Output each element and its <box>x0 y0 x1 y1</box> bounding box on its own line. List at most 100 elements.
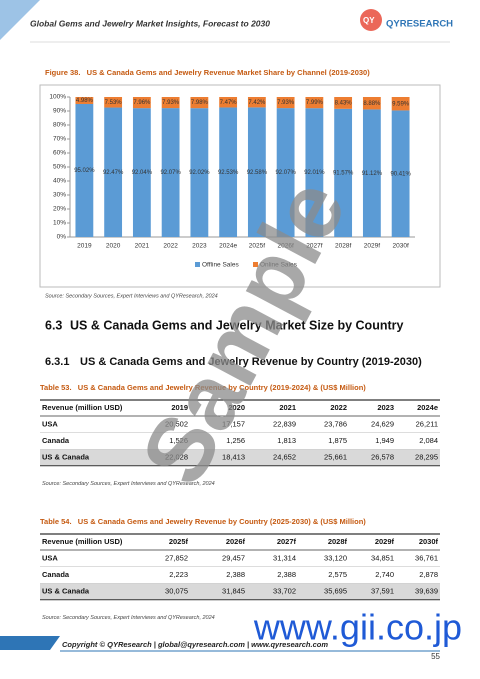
table-cell: 18,413 <box>222 452 245 461</box>
column-header: 2029f <box>375 537 395 546</box>
y-tick-label: 40% <box>53 178 66 185</box>
data-label: 7.98% <box>191 100 209 106</box>
x-tick-label: 2023 <box>192 243 207 250</box>
section-number: 6.3 <box>45 318 62 332</box>
table-cell: 2,575 <box>328 570 347 579</box>
footer-decoration <box>0 636 60 650</box>
page-number: 55 <box>431 652 440 661</box>
data-label: 8.88% <box>363 101 381 107</box>
bar-segment <box>161 97 180 109</box>
table-caption: Table 54. US & Canada Gems and Jewelry R… <box>40 517 366 526</box>
bar-segment <box>276 108 295 238</box>
x-tick-label: 2024e <box>219 243 237 250</box>
row-label: US & Canada <box>42 452 90 461</box>
logo-mark: QY <box>363 16 375 25</box>
figure-caption: Figure 38. US & Canada Gems and Jewelry … <box>45 68 370 77</box>
x-tick-label: 2019 <box>77 243 92 250</box>
column-header: 2019 <box>171 403 188 412</box>
bar-segment <box>219 107 238 237</box>
x-tick-label: 2021 <box>135 243 150 250</box>
table-cell: 17,157 <box>222 419 245 428</box>
header-decoration <box>0 0 40 40</box>
subsection-number: 6.3.1 <box>45 356 69 368</box>
row-label: Canada <box>42 436 70 445</box>
row-label: USA <box>42 419 58 428</box>
logo-icon <box>360 9 382 31</box>
header-title: Global Gems and Jewelry Market Insights,… <box>30 18 270 28</box>
logo: QYRESEARCH <box>386 19 453 30</box>
footer-copyright: Copyright © QYResearch | global@qyresear… <box>62 640 328 649</box>
x-tick-label: 2028f <box>335 243 351 250</box>
table-cell: 26,211 <box>416 419 438 428</box>
y-tick-label: 0% <box>57 234 67 241</box>
chart-frame <box>39 84 441 288</box>
table-cell: 31,314 <box>273 553 296 562</box>
column-header: 2025f <box>169 537 189 546</box>
data-label: 90.41% <box>390 171 411 177</box>
table-cell: 35,695 <box>324 586 347 595</box>
table-cell: 25,661 <box>324 452 347 461</box>
y-tick-label: 60% <box>53 150 66 157</box>
total-row-bg <box>40 583 440 600</box>
bar-segment <box>362 97 381 110</box>
column-header: 2020 <box>228 403 245 412</box>
legend-label: Online Sales <box>260 262 298 269</box>
data-label: 7.93% <box>162 100 180 106</box>
table-cell: 30,075 <box>165 586 188 595</box>
table-cell: 37,591 <box>371 586 394 595</box>
table-cell: 1,526 <box>169 436 188 445</box>
y-tick-label: 90% <box>53 108 66 115</box>
x-tick-label: 2020 <box>106 243 121 250</box>
bar-segment <box>276 97 295 109</box>
x-tick-label: 2025f <box>249 243 265 250</box>
section-title: US & Canada Gems and Jewelry Market Size… <box>70 318 403 332</box>
bar-segment <box>161 108 180 238</box>
table-cell: 39,639 <box>415 586 438 595</box>
bar-segment <box>190 108 209 237</box>
legend-swatch <box>195 262 200 267</box>
x-tick-label: 2027f <box>306 243 322 250</box>
bar-segment <box>247 107 266 237</box>
table-cell: 28,295 <box>415 452 438 461</box>
table-cell: 1,875 <box>328 436 347 445</box>
legend-swatch <box>253 262 258 267</box>
legend-label: Offline Sales <box>202 262 239 269</box>
data-label: 7.99% <box>306 100 324 106</box>
row-label: Canada <box>42 570 70 579</box>
bar-segment <box>104 97 123 108</box>
table-cell: 22,839 <box>273 419 296 428</box>
column-header: 2022 <box>330 403 347 412</box>
column-header: Revenue (million USD) <box>42 537 123 546</box>
table-source: Source: Secondary Sources, Expert Interv… <box>42 615 215 621</box>
column-header: 2021 <box>279 403 296 412</box>
column-header: 2027f <box>277 537 297 546</box>
table-cell: 27,852 <box>165 553 188 562</box>
data-label: 92.01% <box>304 170 325 176</box>
column-header: 2028f <box>328 537 348 546</box>
column-header: 2026f <box>226 537 246 546</box>
table-cell: 24,629 <box>371 419 394 428</box>
y-tick-label: 80% <box>53 122 66 129</box>
bar-segment <box>334 108 353 237</box>
x-tick-label: 2029f <box>364 243 380 250</box>
data-label: 92.07% <box>160 170 181 176</box>
data-label: 4.98% <box>76 98 94 104</box>
site-watermark: www.gii.co.jp <box>253 607 462 648</box>
bar-segment <box>132 108 151 237</box>
bar-segment <box>305 97 324 109</box>
column-header: 2023 <box>377 403 394 412</box>
x-tick-label: 2022 <box>163 243 178 250</box>
bar-segment <box>391 110 410 237</box>
data-label: 92.04% <box>132 170 153 176</box>
table-cell: 34,851 <box>371 553 394 562</box>
bar-segment <box>219 97 238 108</box>
data-label: 91.12% <box>362 171 383 177</box>
bar-segment <box>334 97 353 109</box>
table-cell: 33,120 <box>324 553 347 562</box>
column-header: 2024e <box>417 403 438 412</box>
table-cell: 36,761 <box>415 553 438 562</box>
table-cell: 31,845 <box>222 586 245 595</box>
data-label: 7.96% <box>133 100 151 106</box>
y-tick-label: 100% <box>49 94 66 101</box>
